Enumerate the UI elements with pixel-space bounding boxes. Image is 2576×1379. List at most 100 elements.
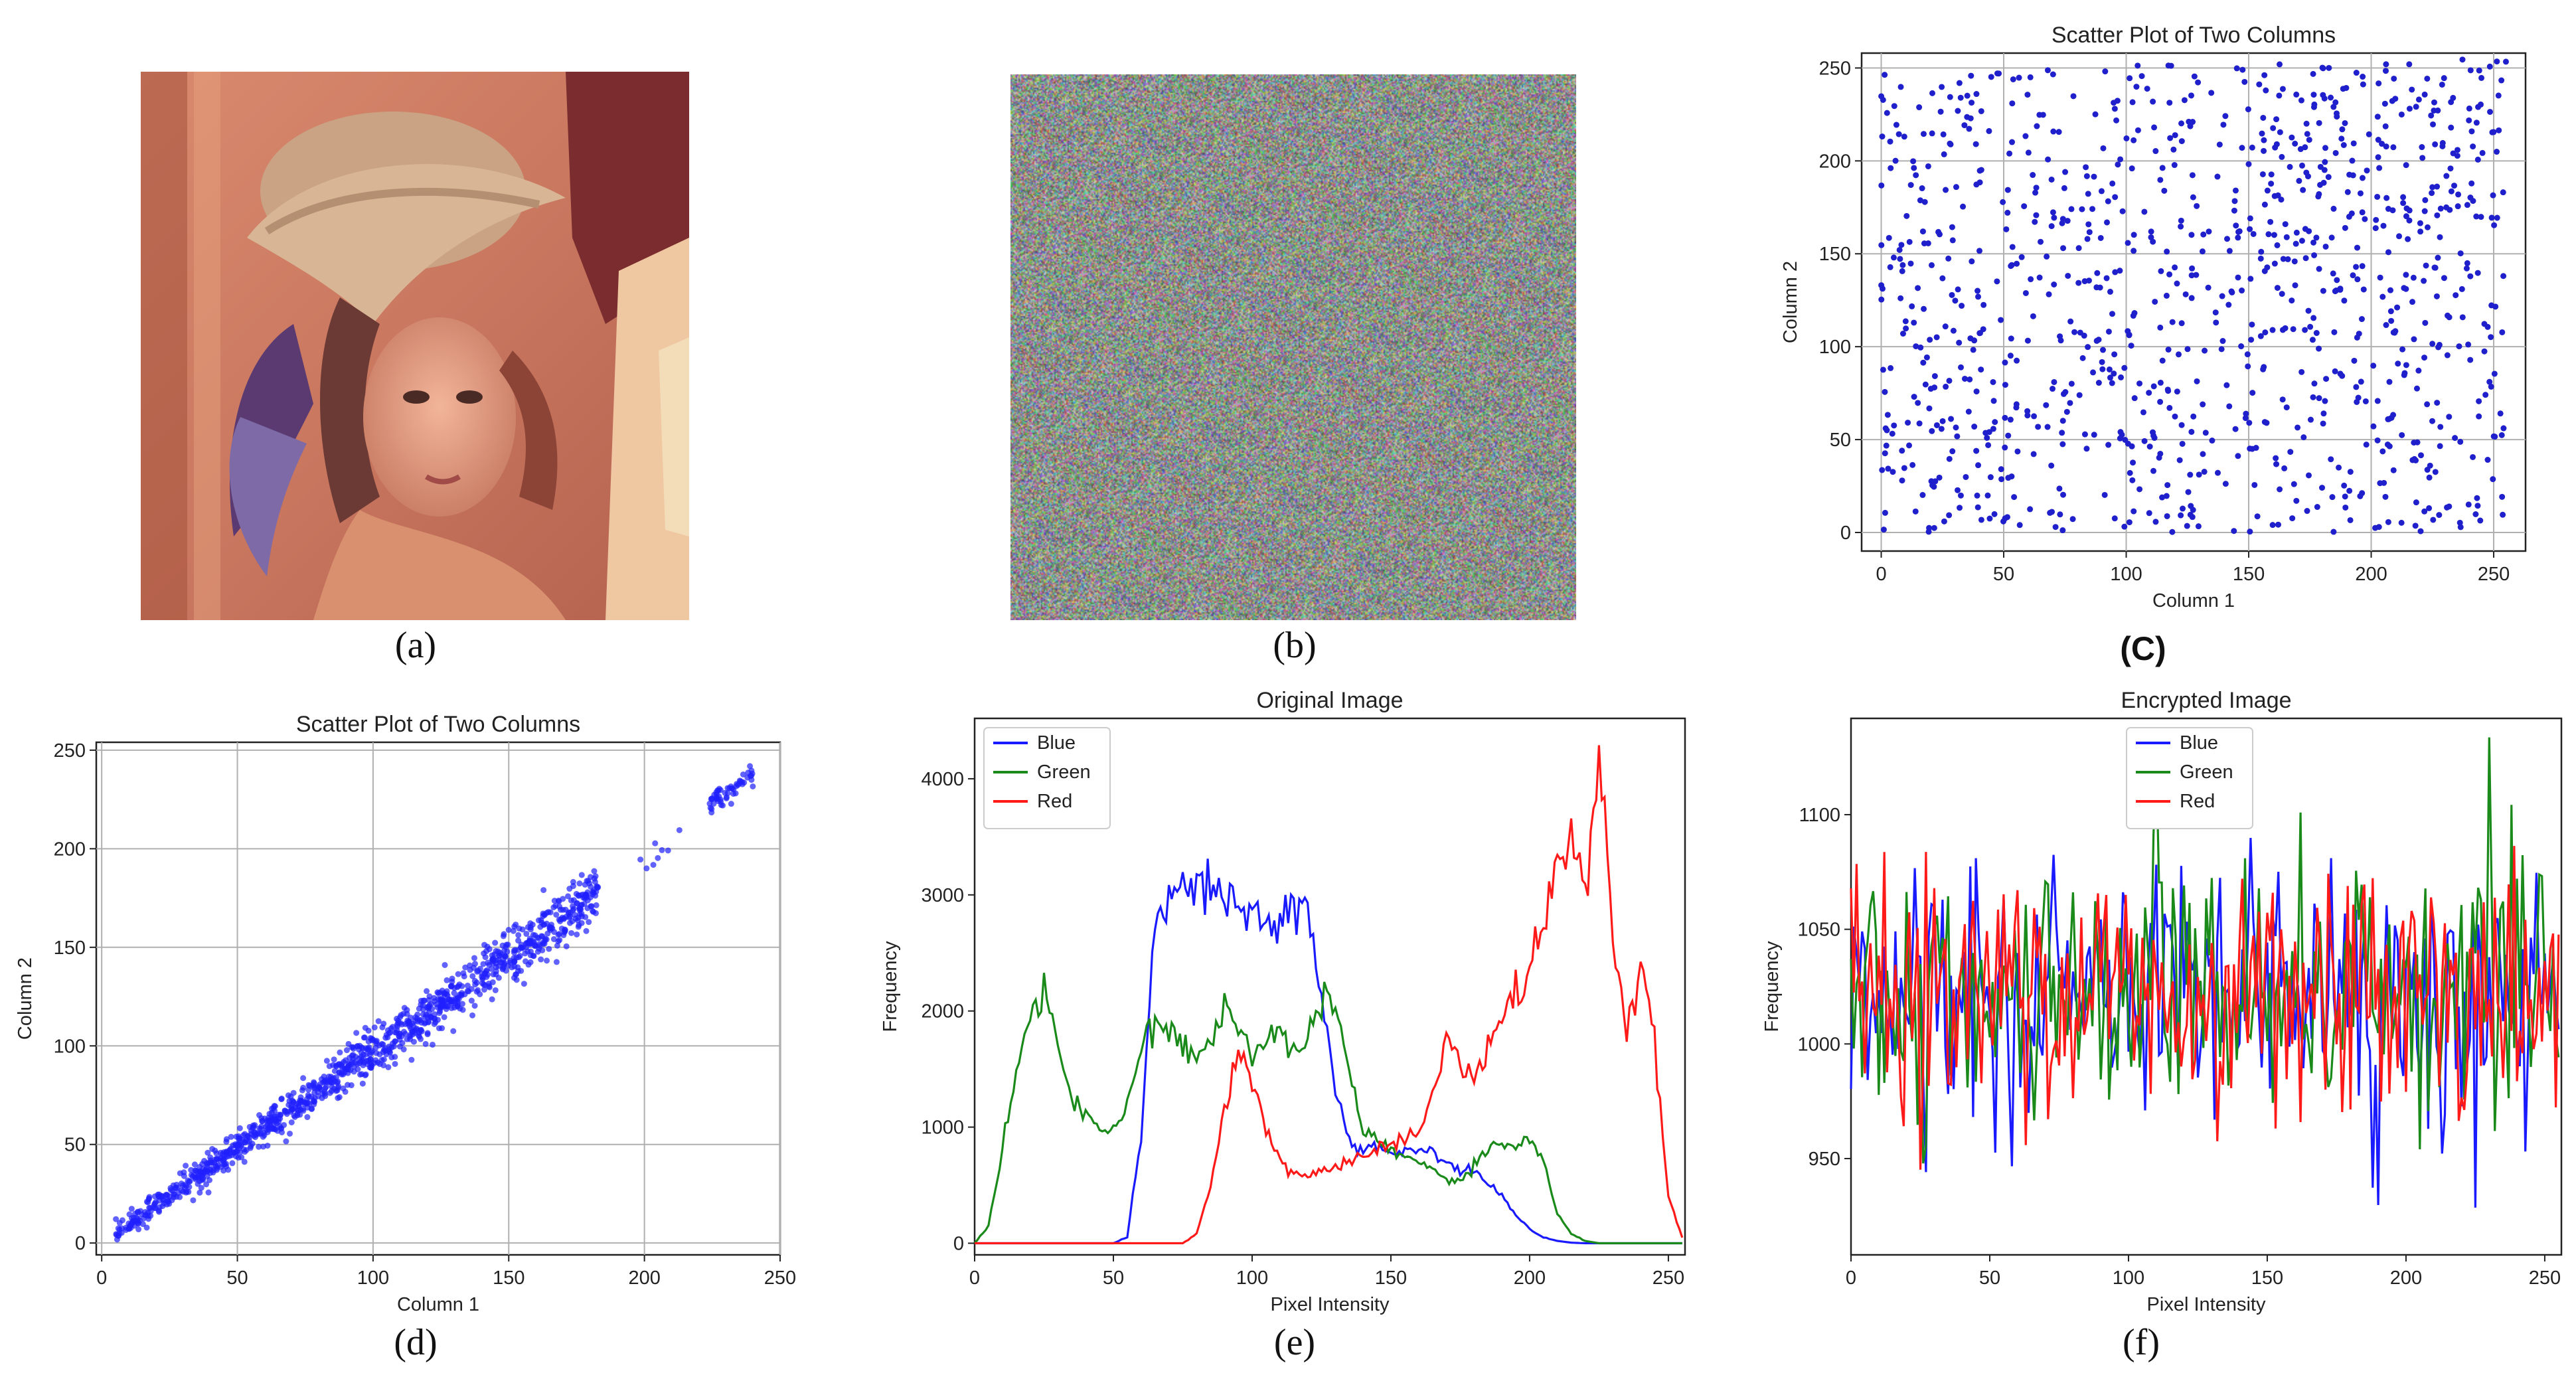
scatter-point (186, 1184, 193, 1190)
scatter-point (2229, 289, 2235, 295)
scatter-point (2359, 209, 2366, 216)
scatter-point (2341, 297, 2348, 304)
scatter-point (437, 996, 443, 1003)
scatter-point (2187, 123, 2194, 129)
scatter-point (2419, 155, 2426, 161)
scatter-point (1955, 487, 1961, 493)
scatter-point (2339, 372, 2346, 379)
scatter-point (2025, 149, 2032, 156)
scatter-point (2208, 90, 2215, 96)
scatter-point (330, 1062, 337, 1068)
scatter-point (2500, 511, 2506, 518)
scatter-point (519, 945, 525, 951)
scatter-point (2185, 489, 2192, 495)
scatter-point (2403, 205, 2410, 212)
scatter-point (1971, 424, 1978, 430)
scatter-point (1967, 376, 1973, 382)
scatter-point (2328, 234, 2335, 241)
scatter-point (1909, 303, 1915, 309)
scatter-point (2463, 265, 2470, 272)
scatter-point (123, 1226, 129, 1233)
scatter-point (2059, 527, 2066, 534)
scatter-point (723, 794, 730, 801)
scatter-point (1902, 318, 1909, 325)
scatter-point (2199, 248, 2206, 255)
scatter-point (659, 847, 665, 853)
scatter-point (404, 1011, 410, 1017)
scatter-point (1882, 509, 1888, 516)
scatter-point (643, 865, 650, 872)
scatter-point (350, 1044, 357, 1050)
scatter-point (2118, 374, 2125, 380)
scatter-point (2476, 413, 2482, 420)
scatter-point (373, 1038, 380, 1044)
scatter-point (2175, 351, 2182, 358)
scatter-point (1942, 323, 1949, 330)
scatter-point (170, 1194, 177, 1200)
scatter-point (2382, 123, 2389, 129)
scatter-point (1950, 327, 1957, 334)
scatter-point (2434, 400, 2441, 406)
scatter-point (708, 795, 714, 802)
scatter-point (2268, 181, 2275, 187)
scatter-point (1982, 430, 1989, 436)
scatter-point (1906, 442, 1913, 449)
scatter-point (2331, 329, 2338, 335)
x-tick-label: 200 (2390, 1267, 2422, 1289)
scatter-point (2375, 154, 2381, 161)
scatter-point (454, 998, 461, 1005)
scatter-point (554, 942, 560, 949)
scatter-point (2422, 319, 2429, 326)
scatter-point (451, 985, 457, 991)
scatter-point (471, 955, 477, 961)
scatter-point (2085, 191, 2091, 197)
scatter-point (246, 1134, 253, 1141)
scatter-point (2375, 80, 2382, 87)
scatter-point (2112, 194, 2119, 201)
scatter-point (509, 964, 515, 971)
scatter-point (223, 1148, 230, 1155)
scatter-point (2152, 519, 2159, 525)
scatter-point (665, 847, 671, 854)
scatter-point (2394, 304, 2401, 311)
scatter-point (2500, 425, 2507, 432)
scatter-point (2190, 413, 2197, 420)
scatter-point (1919, 492, 1926, 499)
scatter-point (2050, 386, 2056, 392)
scatter-point (2005, 475, 2012, 481)
scatter-point (2165, 347, 2172, 353)
scatter-point (2126, 519, 2133, 526)
scatter-point (2435, 254, 2441, 261)
x-tick-label: 50 (1993, 564, 2014, 585)
scatter-point (2169, 528, 2176, 535)
scatter-point (2235, 234, 2241, 241)
scatter-point (305, 1094, 312, 1100)
scatter-point (1898, 242, 1905, 248)
scatter-point (2430, 121, 2437, 127)
scatter-point (2243, 410, 2249, 417)
scatter-point (2390, 144, 2397, 151)
scatter-point (1978, 167, 1984, 173)
scatter-point (2121, 365, 2128, 371)
scatter-point (1941, 518, 1947, 525)
scatter-point (2403, 162, 2409, 169)
scatter-point (1893, 122, 1899, 128)
scatter-point (1879, 467, 1886, 473)
scatter-point (2027, 74, 2034, 80)
scatter-point (2111, 370, 2117, 377)
scatter-point (271, 1116, 278, 1123)
scatter-point (2130, 459, 2136, 466)
scatter-point (2451, 183, 2458, 189)
scatter-point (2372, 525, 2379, 531)
scatter-point (2057, 333, 2063, 340)
scatter-point (304, 1114, 311, 1121)
scatter-point (2166, 404, 2173, 411)
scatter-point (2385, 249, 2391, 256)
scatter-point (1928, 262, 1935, 268)
scatter-point (2014, 357, 2020, 364)
scatter-point (2399, 346, 2406, 353)
scatter-point (2099, 359, 2105, 365)
scatter-point (2200, 401, 2206, 408)
scatter-point (2194, 203, 2200, 209)
scatter-point (2359, 175, 2366, 181)
